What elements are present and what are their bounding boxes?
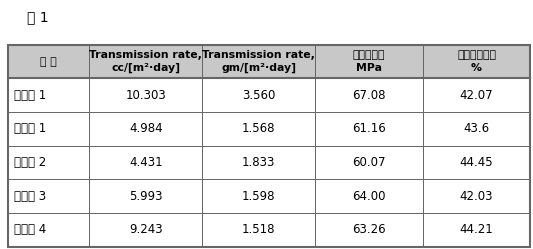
- Text: 64.00: 64.00: [352, 189, 386, 203]
- Text: 1.568: 1.568: [242, 122, 276, 135]
- Bar: [8, 146, 90, 179]
- Text: cc/[m²·day]: cc/[m²·day]: [111, 63, 180, 73]
- Text: 63.26: 63.26: [352, 223, 386, 236]
- Bar: [90, 146, 202, 179]
- Bar: [315, 179, 423, 213]
- Text: 1.518: 1.518: [242, 223, 276, 236]
- Bar: [8, 45, 90, 78]
- Bar: [90, 112, 202, 146]
- Text: %: %: [471, 63, 482, 73]
- Text: MPa: MPa: [356, 63, 382, 73]
- Text: 比较例 1: 比较例 1: [14, 89, 47, 102]
- Bar: [423, 78, 530, 112]
- Bar: [423, 112, 530, 146]
- Text: 42.07: 42.07: [460, 89, 494, 102]
- Bar: [8, 78, 90, 112]
- Text: 拉伸强度，: 拉伸强度，: [353, 50, 385, 61]
- Text: 43.6: 43.6: [464, 122, 490, 135]
- Bar: [423, 179, 530, 213]
- Text: 实施例 1: 实施例 1: [14, 122, 47, 135]
- Text: 44.45: 44.45: [460, 156, 494, 169]
- Bar: [90, 213, 202, 247]
- Bar: [90, 78, 202, 112]
- Text: 60.07: 60.07: [352, 156, 386, 169]
- Text: 实施例 4: 实施例 4: [14, 223, 47, 236]
- Text: 实施例 3: 实施例 3: [14, 189, 46, 203]
- Bar: [202, 146, 315, 179]
- Text: Transmission rate,: Transmission rate,: [202, 50, 315, 61]
- Bar: [423, 213, 530, 247]
- Text: 表 1: 表 1: [27, 10, 49, 24]
- Bar: [423, 45, 530, 78]
- Bar: [202, 112, 315, 146]
- Text: 67.08: 67.08: [352, 89, 386, 102]
- Bar: [8, 213, 90, 247]
- Bar: [315, 78, 423, 112]
- Bar: [90, 45, 202, 78]
- Text: 42.03: 42.03: [460, 189, 493, 203]
- Text: gm/[m²·day]: gm/[m²·day]: [221, 63, 296, 73]
- Text: 样 品: 样 品: [41, 57, 57, 67]
- Bar: [8, 45, 530, 247]
- Bar: [202, 78, 315, 112]
- Text: 3.560: 3.560: [242, 89, 276, 102]
- Bar: [202, 45, 315, 78]
- Text: 10.303: 10.303: [125, 89, 166, 102]
- Bar: [423, 146, 530, 179]
- Text: 61.16: 61.16: [352, 122, 386, 135]
- Text: 44.21: 44.21: [459, 223, 494, 236]
- Text: 5.993: 5.993: [129, 189, 163, 203]
- Bar: [315, 146, 423, 179]
- Text: Transmission rate,: Transmission rate,: [90, 50, 202, 61]
- Bar: [202, 213, 315, 247]
- Bar: [315, 112, 423, 146]
- Bar: [8, 112, 90, 146]
- Text: 1.833: 1.833: [242, 156, 276, 169]
- Bar: [315, 45, 423, 78]
- Text: 9.243: 9.243: [129, 223, 163, 236]
- Bar: [315, 213, 423, 247]
- Text: 1.598: 1.598: [242, 189, 276, 203]
- Text: 4.984: 4.984: [129, 122, 163, 135]
- Bar: [90, 179, 202, 213]
- Text: 4.431: 4.431: [129, 156, 163, 169]
- Bar: [8, 179, 90, 213]
- Text: 实施例 2: 实施例 2: [14, 156, 47, 169]
- Bar: [202, 179, 315, 213]
- Text: 断裂伸长率，: 断裂伸长率，: [457, 50, 496, 61]
